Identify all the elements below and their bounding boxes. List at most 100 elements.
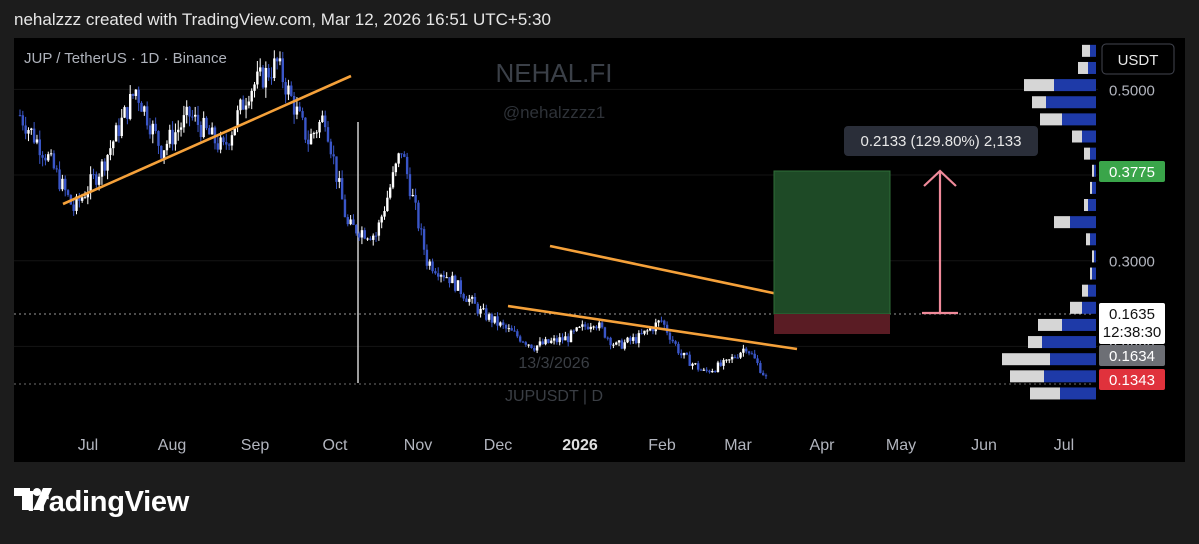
candle[interactable] (357, 231, 361, 241)
candle[interactable] (502, 319, 505, 329)
candle[interactable] (408, 167, 412, 200)
candle[interactable] (338, 170, 341, 189)
candle[interactable] (352, 214, 355, 226)
candle[interactable] (422, 226, 426, 256)
candle[interactable] (179, 122, 183, 137)
candle[interactable] (623, 339, 626, 351)
long-stop-zone[interactable] (774, 314, 890, 334)
candle[interactable] (722, 358, 725, 370)
candle[interactable] (123, 105, 126, 119)
candle[interactable] (86, 186, 90, 205)
candle[interactable] (592, 325, 595, 330)
candle[interactable] (456, 280, 460, 291)
candle[interactable] (640, 328, 643, 335)
time-axis[interactable]: Jul Aug Sep Oct Nov Dec 2026 Feb Mar Apr May Jun Jul (78, 437, 1074, 454)
candle[interactable] (759, 360, 762, 374)
candle[interactable] (230, 131, 234, 151)
currency-button[interactable] (1101, 43, 1175, 75)
candle[interactable] (663, 319, 666, 329)
candle[interactable] (397, 152, 400, 168)
candle[interactable] (476, 302, 479, 317)
candle[interactable] (391, 166, 395, 190)
candle[interactable] (431, 258, 434, 274)
candle[interactable] (589, 322, 593, 333)
candle[interactable] (168, 124, 171, 148)
candle[interactable] (225, 133, 228, 150)
candle[interactable] (747, 350, 751, 356)
candle[interactable] (205, 116, 208, 131)
candle[interactable] (284, 77, 287, 104)
candle[interactable] (742, 344, 745, 357)
candle[interactable] (100, 159, 104, 185)
candle[interactable] (137, 86, 140, 112)
candle[interactable] (222, 135, 225, 146)
candle[interactable] (453, 274, 457, 293)
candles[interactable] (18, 50, 768, 380)
candle[interactable] (756, 355, 759, 366)
candle[interactable] (691, 362, 694, 370)
candle[interactable] (270, 67, 273, 85)
candle[interactable] (694, 362, 697, 365)
candle[interactable] (182, 105, 186, 133)
candle[interactable] (89, 166, 92, 200)
candle[interactable] (244, 97, 248, 119)
candle[interactable] (603, 326, 607, 339)
candle[interactable] (27, 127, 30, 142)
candle[interactable] (504, 323, 508, 333)
candle[interactable] (188, 106, 191, 127)
candle[interactable] (52, 150, 56, 170)
measure-arrow[interactable] (922, 169, 958, 315)
candle[interactable] (143, 105, 146, 116)
candle[interactable] (312, 131, 316, 139)
candle[interactable] (287, 79, 290, 101)
candle[interactable] (462, 292, 465, 302)
candle[interactable] (340, 170, 344, 200)
candle[interactable] (64, 175, 67, 197)
candle[interactable] (530, 344, 533, 349)
candle[interactable] (521, 340, 525, 343)
candle[interactable] (566, 333, 570, 347)
candle[interactable] (677, 341, 680, 355)
candle[interactable] (92, 168, 95, 180)
candle[interactable] (24, 116, 27, 140)
candle[interactable] (95, 171, 98, 188)
candle[interactable] (411, 188, 414, 197)
candle[interactable] (725, 359, 728, 363)
candle[interactable] (631, 333, 635, 344)
candle[interactable] (615, 341, 618, 346)
candle[interactable] (671, 336, 674, 344)
candle[interactable] (470, 295, 474, 304)
candle[interactable] (18, 109, 22, 117)
candle[interactable] (131, 93, 135, 99)
candle[interactable] (434, 267, 437, 275)
candle[interactable] (609, 336, 612, 350)
candle[interactable] (185, 100, 188, 124)
candle[interactable] (61, 174, 64, 192)
candle[interactable] (711, 368, 714, 373)
candle[interactable] (38, 130, 41, 164)
candle[interactable] (380, 214, 383, 229)
candle[interactable] (388, 184, 392, 200)
candle[interactable] (479, 305, 482, 318)
candle[interactable] (572, 329, 576, 334)
candle[interactable] (552, 335, 556, 345)
candle[interactable] (586, 323, 590, 330)
candle[interactable] (730, 353, 734, 364)
candle[interactable] (171, 121, 174, 151)
candle[interactable] (35, 134, 39, 145)
candle[interactable] (315, 130, 318, 139)
candle[interactable] (394, 162, 398, 177)
chart-panel[interactable]: NEHAL.FI @nehalzzzz1 13/3/2026 JUPUSDT |… (14, 38, 1185, 462)
candle[interactable] (346, 214, 349, 227)
wedge-lower-line[interactable] (507, 304, 798, 351)
candle[interactable] (174, 123, 177, 151)
candle[interactable] (581, 320, 584, 331)
candle[interactable] (275, 56, 279, 70)
candle[interactable] (437, 267, 440, 281)
candle[interactable] (739, 351, 742, 359)
candle[interactable] (699, 368, 703, 371)
candle[interactable] (58, 161, 61, 192)
candle[interactable] (55, 165, 58, 173)
candle[interactable] (417, 200, 420, 232)
candle[interactable] (326, 121, 330, 143)
